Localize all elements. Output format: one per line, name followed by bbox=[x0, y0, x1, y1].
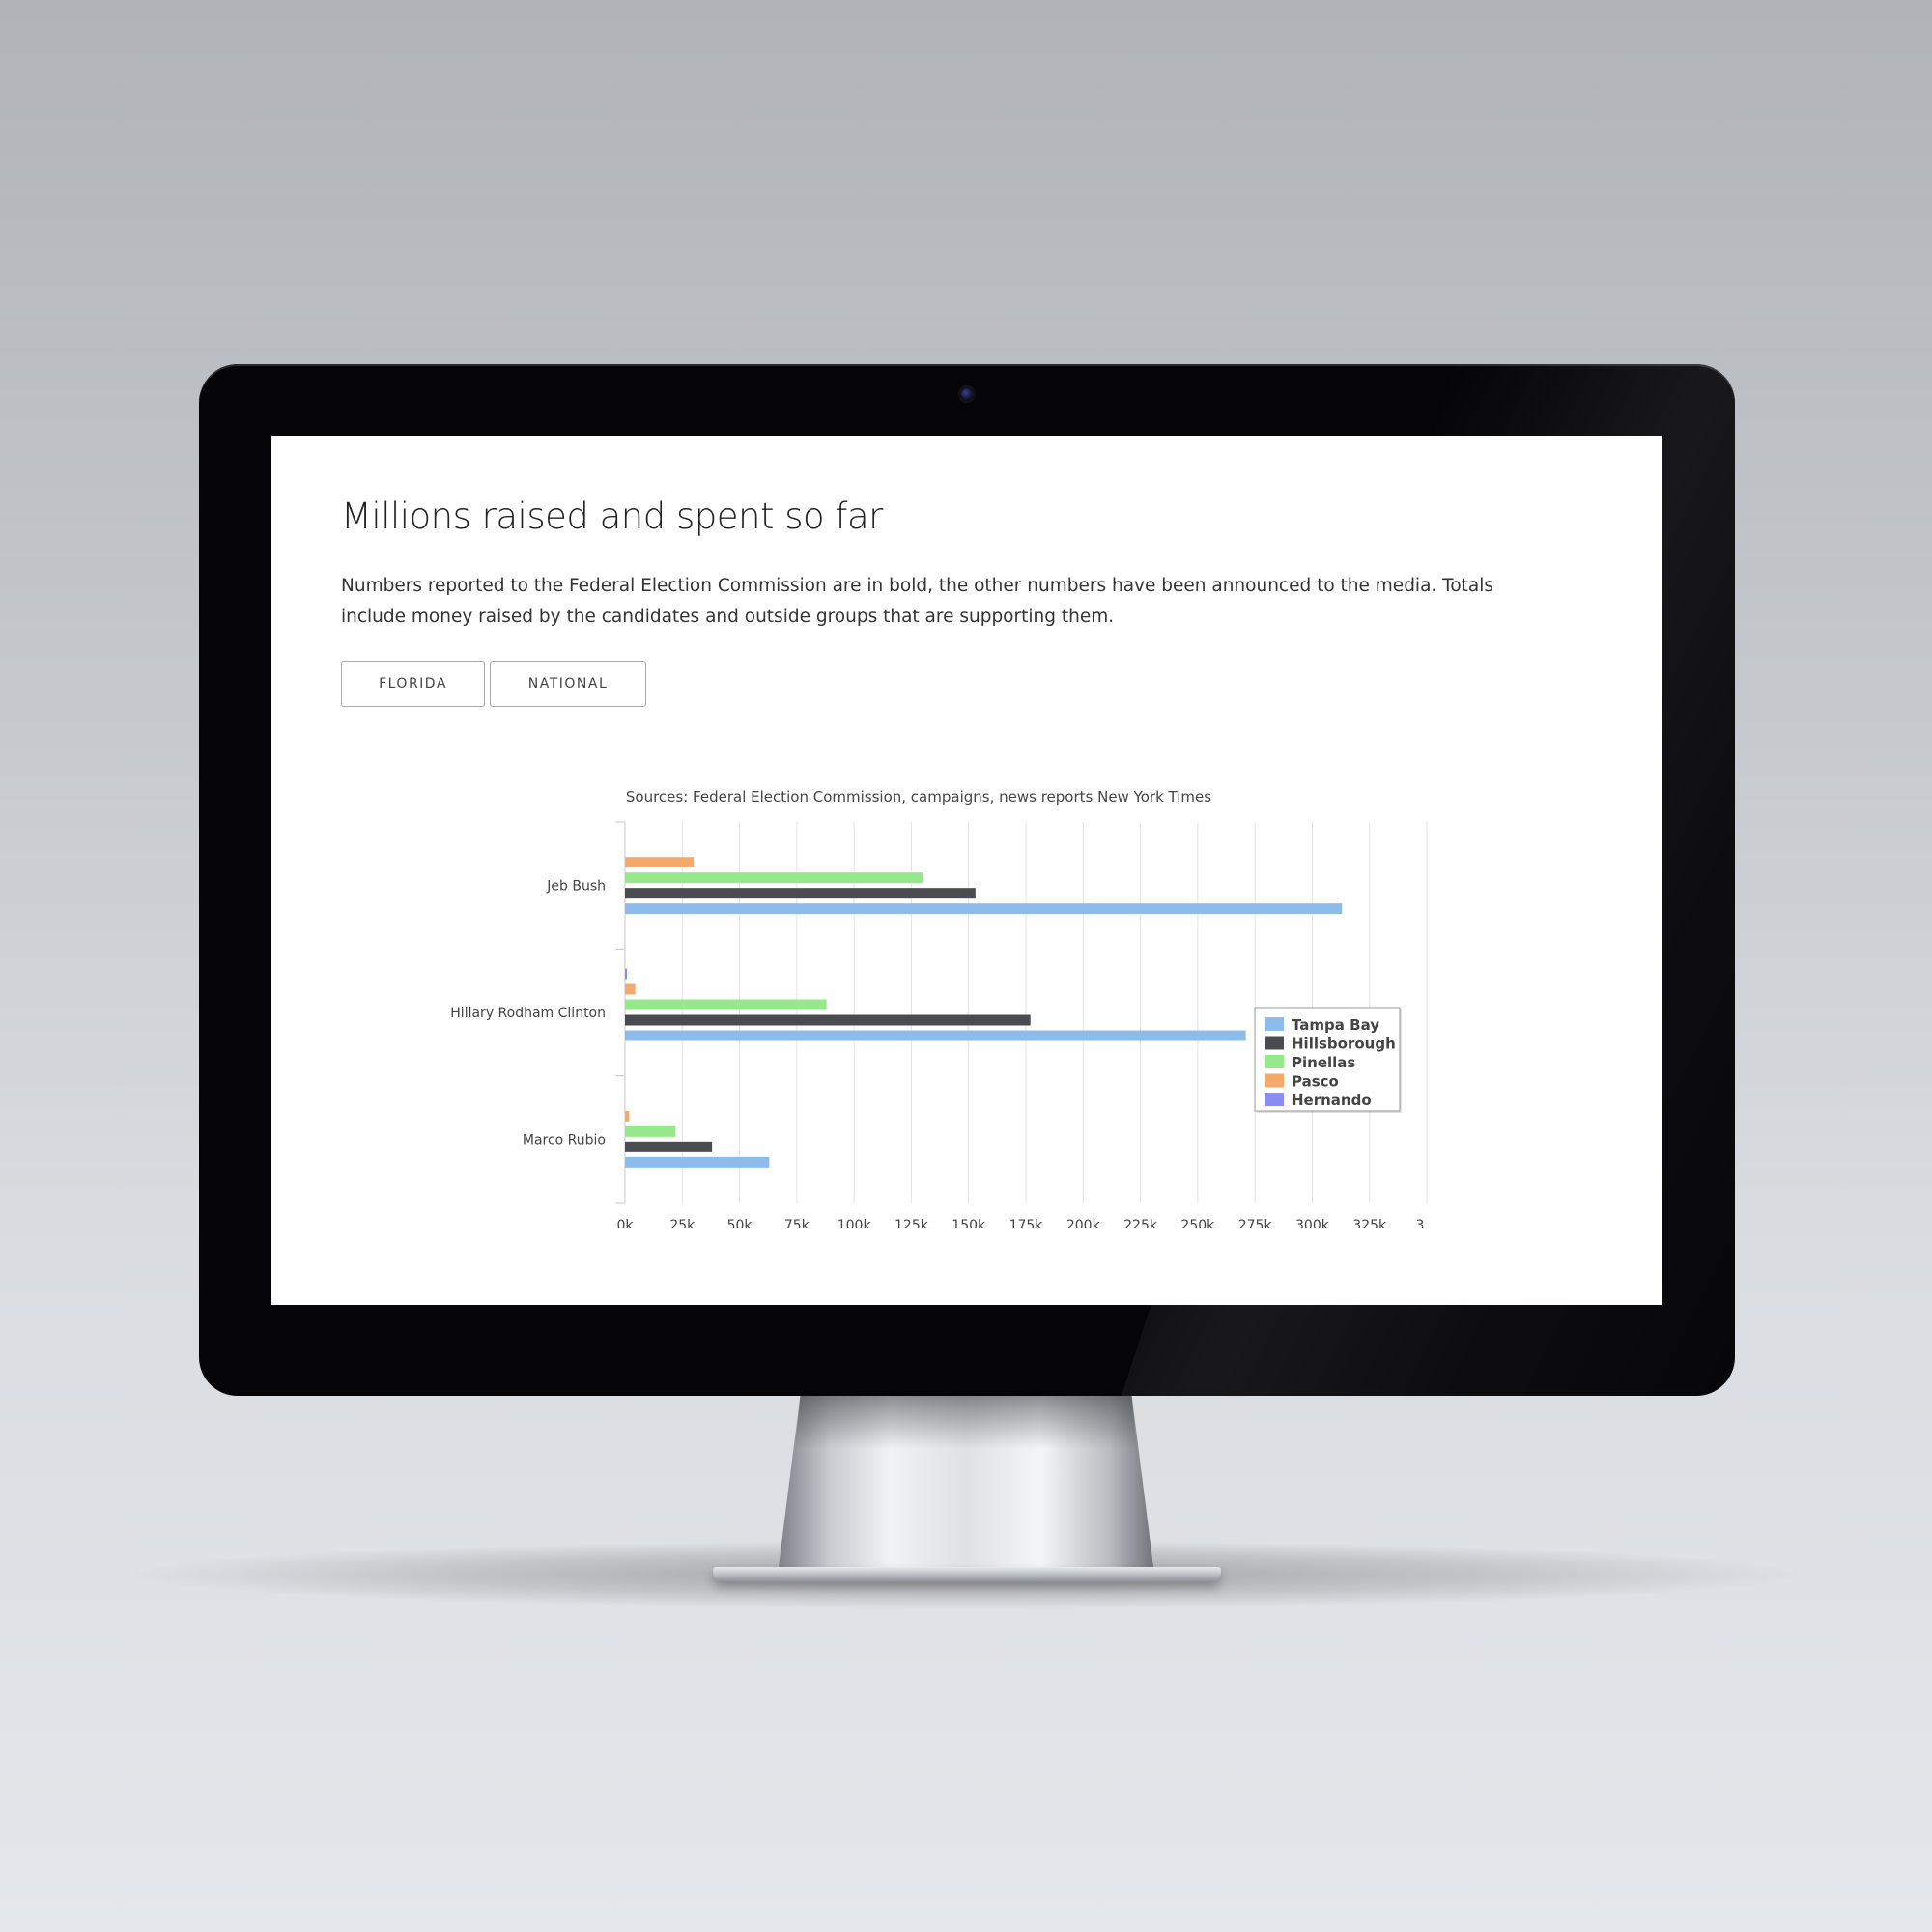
x-tick-label: 175k bbox=[1009, 1218, 1044, 1228]
bar-pinellas bbox=[625, 872, 923, 884]
bar-hernando bbox=[625, 968, 627, 980]
x-tick-label: 225k bbox=[1123, 1218, 1158, 1228]
x-tick-label: 200k bbox=[1066, 1218, 1101, 1228]
screen: Millions raised and spent so far Numbers… bbox=[271, 436, 1662, 1305]
intro-text: Numbers reported to the Federal Election… bbox=[341, 576, 1494, 627]
bar-pasco bbox=[625, 1110, 630, 1122]
legend-label: Hernando bbox=[1292, 1092, 1372, 1109]
category-label: Jeb Bush bbox=[546, 879, 606, 895]
x-tick-label: 25k bbox=[669, 1218, 696, 1228]
x-tick-label: 250k bbox=[1180, 1218, 1215, 1228]
x-tick-label: 150k bbox=[952, 1218, 986, 1228]
bar-pinellas bbox=[625, 999, 827, 1010]
x-tick-label: 0k bbox=[616, 1218, 634, 1228]
bar-tampa-bay bbox=[625, 1030, 1246, 1041]
page-title: Millions raised and spent so far bbox=[341, 496, 883, 537]
legend-swatch bbox=[1265, 1017, 1284, 1031]
legend-swatch bbox=[1265, 1036, 1284, 1050]
bar-pasco bbox=[625, 857, 695, 868]
category-label: Hillary Rodham Clinton bbox=[450, 1006, 606, 1021]
legend-label: Tampa Bay bbox=[1292, 1016, 1379, 1034]
bar-hillsborough bbox=[625, 1014, 1031, 1026]
legend-label: Hillsborough bbox=[1292, 1036, 1396, 1053]
x-tick-label: 50k bbox=[727, 1218, 753, 1228]
x-tick-label: 3… bbox=[1416, 1218, 1438, 1228]
legend-label: Pinellas bbox=[1292, 1054, 1355, 1071]
legend-swatch bbox=[1265, 1073, 1284, 1088]
funds-bar-chart: Sources: Federal Election Commission, ca… bbox=[450, 788, 1438, 1228]
bar-tampa-bay bbox=[625, 903, 1343, 915]
legend-swatch bbox=[1265, 1055, 1284, 1068]
legend-label: Pasco bbox=[1292, 1073, 1339, 1091]
x-tick-label: 100k bbox=[838, 1218, 872, 1228]
bar-hillsborough bbox=[625, 888, 976, 899]
florida-button[interactable]: FLORIDA bbox=[341, 661, 485, 707]
national-button[interactable]: NATIONAL bbox=[490, 661, 646, 707]
x-tick-label: 325k bbox=[1352, 1218, 1387, 1228]
bar-tampa-bay bbox=[625, 1156, 770, 1168]
chart-subtitle: Sources: Federal Election Commission, ca… bbox=[626, 788, 1211, 806]
category-label: Marco Rubio bbox=[523, 1132, 606, 1148]
bar-hillsborough bbox=[625, 1141, 713, 1152]
bar-pasco bbox=[625, 983, 636, 995]
x-tick-label: 125k bbox=[895, 1218, 929, 1228]
webcam-icon bbox=[961, 388, 973, 400]
monitor-bezel: Millions raised and spent so far Numbers… bbox=[199, 364, 1735, 1396]
monitor-stand-base bbox=[713, 1567, 1221, 1582]
x-tick-label: 300k bbox=[1295, 1218, 1330, 1228]
bar-pinellas bbox=[625, 1125, 676, 1137]
x-tick-label: 275k bbox=[1238, 1218, 1273, 1228]
x-tick-label: 75k bbox=[784, 1218, 810, 1228]
monitor-stand-shade bbox=[795, 1391, 1137, 1449]
legend-swatch bbox=[1265, 1093, 1284, 1106]
